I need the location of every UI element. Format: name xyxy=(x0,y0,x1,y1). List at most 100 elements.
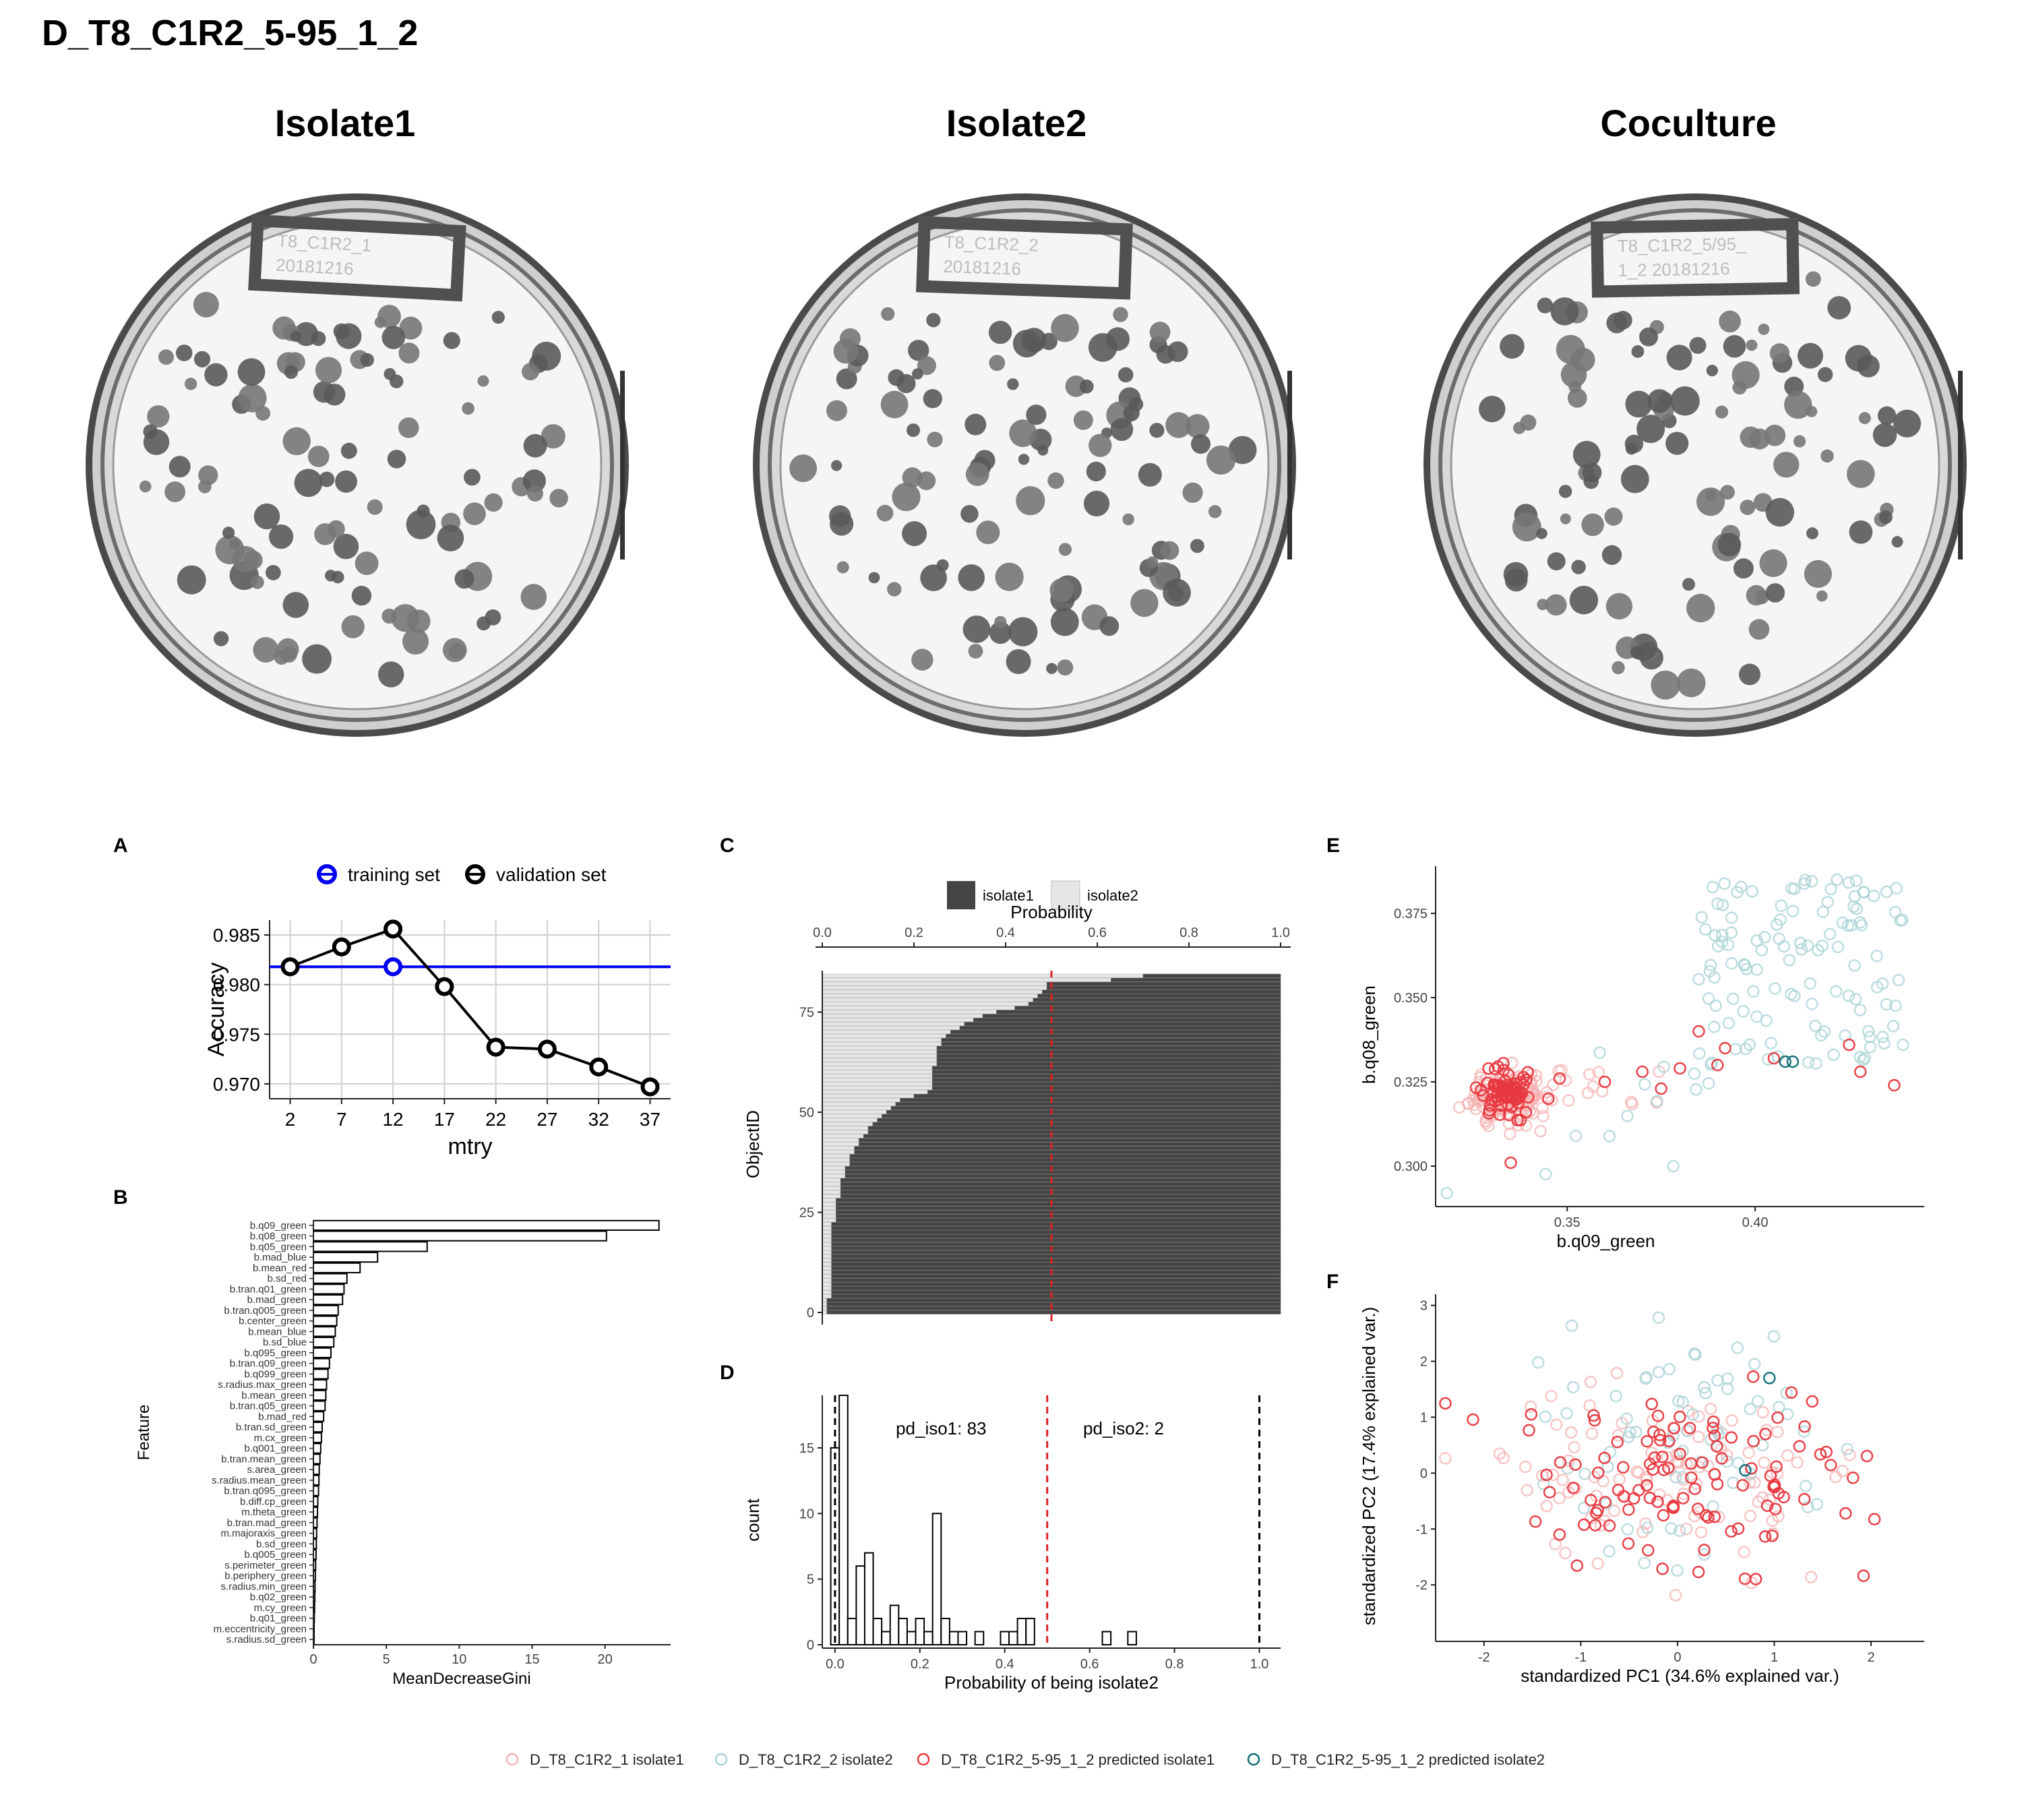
scatter-point xyxy=(1860,1449,1874,1463)
feature-label: b.q095_green xyxy=(244,1347,307,1359)
colony xyxy=(367,499,383,515)
scatter-point xyxy=(1711,1058,1724,1072)
training-point xyxy=(384,957,403,977)
scatter-point xyxy=(1843,1449,1856,1461)
colony xyxy=(1666,344,1692,371)
panel-letter-e: E xyxy=(1326,835,1341,857)
colony xyxy=(168,456,191,478)
feature-bar xyxy=(313,1453,321,1465)
colony xyxy=(193,351,211,367)
colony xyxy=(1006,649,1031,674)
object-bar-isolate2 xyxy=(822,1142,859,1147)
object-bar-isolate2 xyxy=(822,1278,832,1283)
object-bar-isolate1 xyxy=(831,1254,1281,1258)
histogram-bar xyxy=(881,1631,891,1645)
colony xyxy=(1817,367,1833,382)
colony xyxy=(976,520,1000,545)
scatter-point xyxy=(1699,1387,1712,1400)
colony xyxy=(1567,388,1587,408)
scatter-point xyxy=(1854,1004,1867,1017)
colony xyxy=(923,389,942,408)
object-bar-isolate1 xyxy=(946,1033,1281,1038)
scatter-point xyxy=(1519,1105,1533,1119)
x-tick-label: 5 xyxy=(383,1652,390,1667)
scatter-point xyxy=(1497,1451,1510,1465)
object-bar-isolate2 xyxy=(822,1130,869,1134)
scatter-point xyxy=(1674,1410,1686,1424)
colony xyxy=(1719,310,1741,333)
object-bar-isolate2 xyxy=(822,1250,832,1254)
y-tick-label: 0.375 xyxy=(1394,907,1428,921)
scatter-point xyxy=(1699,923,1712,936)
y-tick-label: -2 xyxy=(1415,1578,1428,1593)
feature-label: m.cy_green xyxy=(254,1602,307,1614)
scatter-point xyxy=(1440,1186,1453,1200)
histogram-bar xyxy=(872,1618,883,1646)
object-bar-isolate2 xyxy=(822,1230,832,1234)
scatter-point xyxy=(1715,928,1729,942)
feature-bar xyxy=(313,1358,330,1369)
scatter-point xyxy=(1755,944,1769,957)
scatter-point xyxy=(1804,977,1816,990)
colony xyxy=(927,431,943,448)
colony xyxy=(1026,404,1047,425)
object-bar-isolate2 xyxy=(822,1074,933,1079)
y-tick-label: 50 xyxy=(799,1105,814,1120)
object-bar-isolate1 xyxy=(840,1194,1281,1199)
colony xyxy=(907,423,920,437)
scatter-point xyxy=(1769,1503,1782,1515)
colony xyxy=(1191,434,1211,454)
scatter-point xyxy=(1758,1456,1771,1469)
scatter-point xyxy=(1736,1479,1749,1492)
histogram-bar xyxy=(1101,1631,1112,1645)
scatter-point xyxy=(1738,1572,1752,1585)
scatter-point xyxy=(1556,1474,1569,1486)
legend-isolate2-swatch xyxy=(1051,880,1080,910)
plate-edge-mark xyxy=(1958,371,1963,559)
scatter-point xyxy=(1812,944,1825,957)
validation-point xyxy=(537,1039,557,1059)
label-tape xyxy=(916,216,1133,300)
chart-e-scatter-q09-q08: 0.300 0.325 0.350 0.375 0.35 0.40 b.q09_green b… xyxy=(1359,866,1924,1251)
scatter-point xyxy=(1744,1403,1756,1416)
scatter-point xyxy=(1540,1500,1553,1513)
y-axis-label: ObjectID xyxy=(743,1110,763,1178)
colony xyxy=(1028,337,1042,352)
scatter-point xyxy=(1680,1424,1694,1437)
scatter-point xyxy=(1508,1088,1522,1101)
object-bar-isolate1 xyxy=(859,1142,1281,1147)
scatter-point xyxy=(1577,1518,1591,1531)
object-bar-isolate1 xyxy=(836,1218,1281,1223)
scatter-point xyxy=(1705,1056,1719,1070)
colony xyxy=(1682,578,1695,591)
label-tape xyxy=(1591,218,1800,298)
x-tick-label: 0.0 xyxy=(826,1657,845,1672)
colony xyxy=(1099,616,1120,636)
scatter-point xyxy=(1685,1471,1698,1484)
scatter-point xyxy=(1773,1401,1785,1414)
scatter-point xyxy=(1482,1062,1495,1075)
colony xyxy=(1625,443,1638,455)
chart-c-object-probability: isolate1 isolate2 0.0 0.2 0.4 0.6 0.8 1.0 Probab… xyxy=(743,880,1291,1325)
scatter-point xyxy=(1779,1055,1791,1068)
scatter-point xyxy=(1591,1466,1605,1480)
feature-label: b.q005_green xyxy=(244,1549,307,1560)
object-bar-isolate2 xyxy=(822,1126,869,1130)
object-bar-isolate1 xyxy=(831,1266,1281,1271)
colony xyxy=(1847,460,1875,488)
scatter-point xyxy=(1680,1523,1693,1536)
legend-label: D_T8_C1R2_2 isolate2 xyxy=(739,1751,893,1768)
feature-label: b.mean_green xyxy=(241,1390,307,1401)
object-bar-isolate1 xyxy=(831,1258,1281,1263)
x-tick-label: 0.6 xyxy=(1088,926,1107,940)
colony xyxy=(541,424,565,449)
colony xyxy=(994,615,1007,628)
scatter-point xyxy=(1854,1065,1867,1079)
colony xyxy=(1740,499,1756,516)
scatter-point xyxy=(1763,1372,1776,1385)
colony xyxy=(491,311,505,324)
annotation-pd-iso1: pd_iso1: 83 xyxy=(896,1418,986,1438)
colony xyxy=(1706,365,1718,377)
x-tick-label: 2 xyxy=(285,1109,296,1130)
y-tick-label: 0.300 xyxy=(1394,1159,1428,1174)
